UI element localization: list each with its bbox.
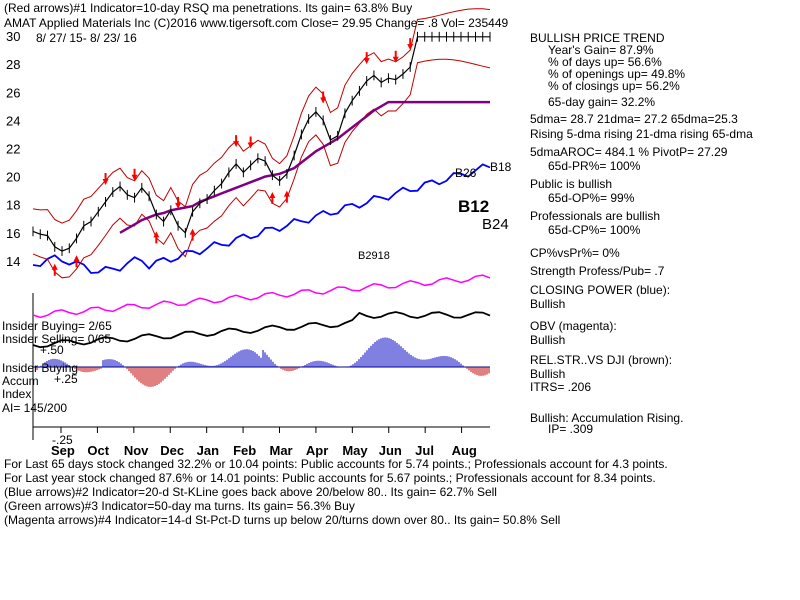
buy-arrow <box>269 192 276 205</box>
header-indicator-1: (Red arrows)#1 Indicator=10-day RSQ ma p… <box>4 1 413 15</box>
footer-line-3: (Blue arrows)#2 Indicator=20-d St-KLine … <box>4 485 497 499</box>
right-panel-line: Public is bullish <box>530 177 613 191</box>
right-panel-line: IP= .309 <box>548 422 594 436</box>
right-panel-line: Year's Gain= 87.9% <box>548 43 654 57</box>
price-series <box>32 31 491 256</box>
plus-50-label: +.50 <box>40 343 64 357</box>
b18-annotation: B18 <box>490 160 512 174</box>
b26-annotation: B26 <box>455 166 477 180</box>
buy-arrow <box>153 231 160 244</box>
y-tick-label: 20 <box>6 170 20 185</box>
right-panel-line: 65d-CP%= 100% <box>548 223 641 237</box>
buy-arrow <box>189 228 196 241</box>
plus-25-label: +.25 <box>54 372 78 386</box>
sell-arrow <box>247 136 254 149</box>
right-panel-line: % of openings up= 49.8% <box>548 67 686 81</box>
month-label: May <box>342 443 368 458</box>
sell-arrow <box>363 52 370 65</box>
y-tick-label: 22 <box>6 141 20 156</box>
sell-arrow <box>175 196 182 209</box>
right-panel-line: % of closings up= 56.2% <box>548 79 680 93</box>
month-label: Jan <box>197 443 219 458</box>
upper-band <box>32 8 491 224</box>
y-tick-label: 26 <box>6 85 20 100</box>
insider-buying-label: Insider Buying <box>2 361 79 375</box>
right-panel-line: Bullish <box>530 297 566 311</box>
month-label: Dec <box>160 443 184 458</box>
month-label: Oct <box>87 443 109 458</box>
accumulation-histogram <box>36 337 490 387</box>
month-label: Mar <box>270 443 293 458</box>
b12-annotation: B12 <box>458 197 490 216</box>
b24-annotation: B24 <box>482 216 509 233</box>
footer-line-2: For Last year stock changed 87.6% or 14.… <box>4 471 656 485</box>
right-panel-line: Rising 5-dma rising 21-dma rising 65-dma <box>530 127 753 141</box>
month-label: Sep <box>51 443 75 458</box>
right-panel-line: REL.STR..VS DJI (brown): <box>530 353 673 367</box>
month-label: Jul <box>415 443 434 458</box>
sell-arrow <box>233 135 240 148</box>
sell-arrow <box>392 50 399 63</box>
right-panel-line: CLOSING POWER (blue): <box>530 283 671 297</box>
right-panel-line: 5dma= 28.7 21dma= 27.2 65dma=25.3 <box>530 112 738 126</box>
right-panel-line: Bullish: Accumulation Rising. <box>530 411 684 425</box>
y-tick-label: 30 <box>6 29 20 44</box>
right-panel-line: OBV (magenta): <box>530 319 617 333</box>
b29-18-annotation: B2918 <box>358 250 390 262</box>
accum-label: Accum <box>2 374 39 388</box>
insider-selling: Insider Selling= 0/65 <box>2 332 112 346</box>
lower-band <box>32 58 491 279</box>
y-axis-ticks: 14 16 18 20 22 24 26 28 30 <box>6 29 20 269</box>
right-panel-line: CP%vsPr%= 0% <box>530 246 620 260</box>
y-tick-label: 28 <box>6 57 20 72</box>
x-axis-months: Sep Oct Nov Dec Jan Feb Mar Apr May Jun Jul Aug <box>51 427 477 458</box>
footer-line-4: (Green arrows)#3 Indicator=50-day ma tur… <box>4 499 355 513</box>
y-tick-label: 24 <box>6 113 20 128</box>
date-range: 8/ 27/ 15- 8/ 23/ 16 <box>36 31 137 45</box>
month-label: Apr <box>306 443 328 458</box>
price-bands <box>32 8 491 279</box>
footer-line-1: For Last 65 days stock changed 32.2% or … <box>4 457 668 471</box>
month-label: Jun <box>379 443 402 458</box>
buy-arrow <box>283 190 290 203</box>
y-tick-label: 14 <box>6 254 20 269</box>
ma65-line <box>119 100 490 234</box>
right-panel-line: 65d-OP%= 99% <box>548 191 635 205</box>
price-line <box>32 36 490 252</box>
footer-line-5: (Magenta arrows)#4 Indicator=14-d St-Pct… <box>4 513 561 527</box>
trend-title: BULLISH PRICE TREND <box>530 31 665 45</box>
month-label: Nov <box>124 443 149 458</box>
header-title: AMAT Applied Materials Inc (C)2016 www.t… <box>4 16 509 30</box>
sell-arrow <box>320 91 327 104</box>
right-panel-line: Bullish <box>530 333 566 347</box>
rel-str-line <box>32 311 491 349</box>
index-label: Index <box>2 387 32 401</box>
right-panel-line: Strength Profess/Pub= .7 <box>530 264 665 278</box>
right-panel-line: 5dmaAROC= 484.1 % PivotP= 27.29 <box>530 145 728 159</box>
sell-arrow <box>102 173 109 186</box>
month-label: Aug <box>452 443 477 458</box>
right-panel-line: % of days up= 56.6% <box>548 55 662 69</box>
sell-arrow <box>131 168 138 181</box>
right-panel-line: Professionals are bullish <box>530 209 661 223</box>
sell-arrow <box>407 38 414 51</box>
closing-power-line <box>32 163 491 274</box>
buy-arrow <box>73 255 80 268</box>
insider-buying: Insider Buying= 2/65 <box>2 319 112 333</box>
right-panel-line: 65-day gain= 32.2% <box>548 95 656 109</box>
signal-arrows <box>51 38 414 276</box>
right-panel-line: 65d-PR%= 100% <box>548 159 641 173</box>
month-label: Feb <box>233 443 256 458</box>
buy-arrow <box>51 263 58 276</box>
right-panel-line: ITRS= .206 <box>530 380 592 394</box>
y-tick-label: 18 <box>6 198 20 213</box>
obv-line <box>32 274 491 319</box>
y-tick-label: 16 <box>6 226 20 241</box>
ai-label: AI= 145/200 <box>2 401 68 415</box>
minus-25-label: -.25 <box>52 433 73 447</box>
right-panel-line: Bullish <box>530 367 566 381</box>
indicator-lines <box>32 163 491 349</box>
